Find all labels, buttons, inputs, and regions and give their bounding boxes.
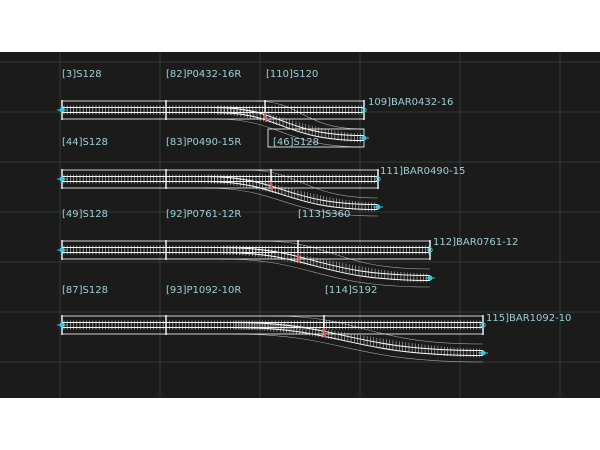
track-label: [46]S128 <box>273 137 319 148</box>
track-outline <box>254 100 365 130</box>
end-cap-marker <box>361 107 367 113</box>
track-outline <box>204 187 379 217</box>
track-label: [49]S128 <box>62 209 108 220</box>
track-label: [3]S128 <box>62 69 102 80</box>
frog-marker <box>323 327 326 338</box>
frog-marker <box>264 112 267 123</box>
track-label: [93]P1092-10R <box>166 285 241 296</box>
end-cap-marker <box>375 176 381 182</box>
background-grid <box>0 52 600 398</box>
track-label: [83]P0490-15R <box>166 137 241 148</box>
track-label: [114]S192 <box>325 285 377 296</box>
frog-marker <box>270 181 273 192</box>
track-label-end: 115]BAR1092-10 <box>486 313 571 324</box>
turnout-branch <box>219 240 431 288</box>
turnout-branch <box>204 169 379 217</box>
track-outline <box>61 100 365 120</box>
frog-marker <box>297 252 300 263</box>
track-outline <box>219 258 431 288</box>
track-label-end: 111]BAR0490-15 <box>380 166 465 177</box>
end-cap-marker <box>480 322 486 328</box>
straight-track <box>61 315 484 335</box>
track-outline <box>244 169 379 199</box>
track-label: [87]S128 <box>62 285 108 296</box>
rail <box>219 252 431 281</box>
track-outline <box>214 118 365 148</box>
end-cap-marker <box>427 247 433 253</box>
track-pieces[interactable] <box>57 100 488 363</box>
track-label-end: 109]BAR0432-16 <box>368 97 453 108</box>
track-label: [92]P0761-12R <box>166 209 241 220</box>
track-label: [110]S120 <box>266 69 318 80</box>
straight-track <box>61 100 365 120</box>
track-label-end: 112]BAR0761-12 <box>433 237 518 248</box>
track-outline <box>259 240 431 270</box>
track-group-row-2[interactable]: 111]BAR0490-15 [49]S128 [92]P0761-12R [1… <box>62 166 465 220</box>
track-outline <box>61 169 379 189</box>
track-label: [44]S128 <box>62 137 108 148</box>
track-group-row-3[interactable]: 112]BAR0761-12 [87]S128 [93]P1092-10R [1… <box>62 237 518 296</box>
track-outline <box>61 315 484 335</box>
track-group-row-4[interactable]: 115]BAR1092-10 <box>486 313 571 324</box>
track-label: [113]S360 <box>298 209 350 220</box>
track-outline <box>271 315 484 345</box>
track-outline <box>231 333 484 363</box>
turnout-branch <box>231 315 484 363</box>
track-label: [82]P0432-16R <box>166 69 241 80</box>
track-layout-canvas[interactable]: [3]S128 [82]P0432-16R [110]S120 [44]S128… <box>0 52 600 398</box>
track-group-row-1[interactable]: [3]S128 [82]P0432-16R [110]S120 [44]S128… <box>62 69 453 148</box>
straight-track <box>61 169 379 189</box>
turnout-branch <box>214 100 365 148</box>
